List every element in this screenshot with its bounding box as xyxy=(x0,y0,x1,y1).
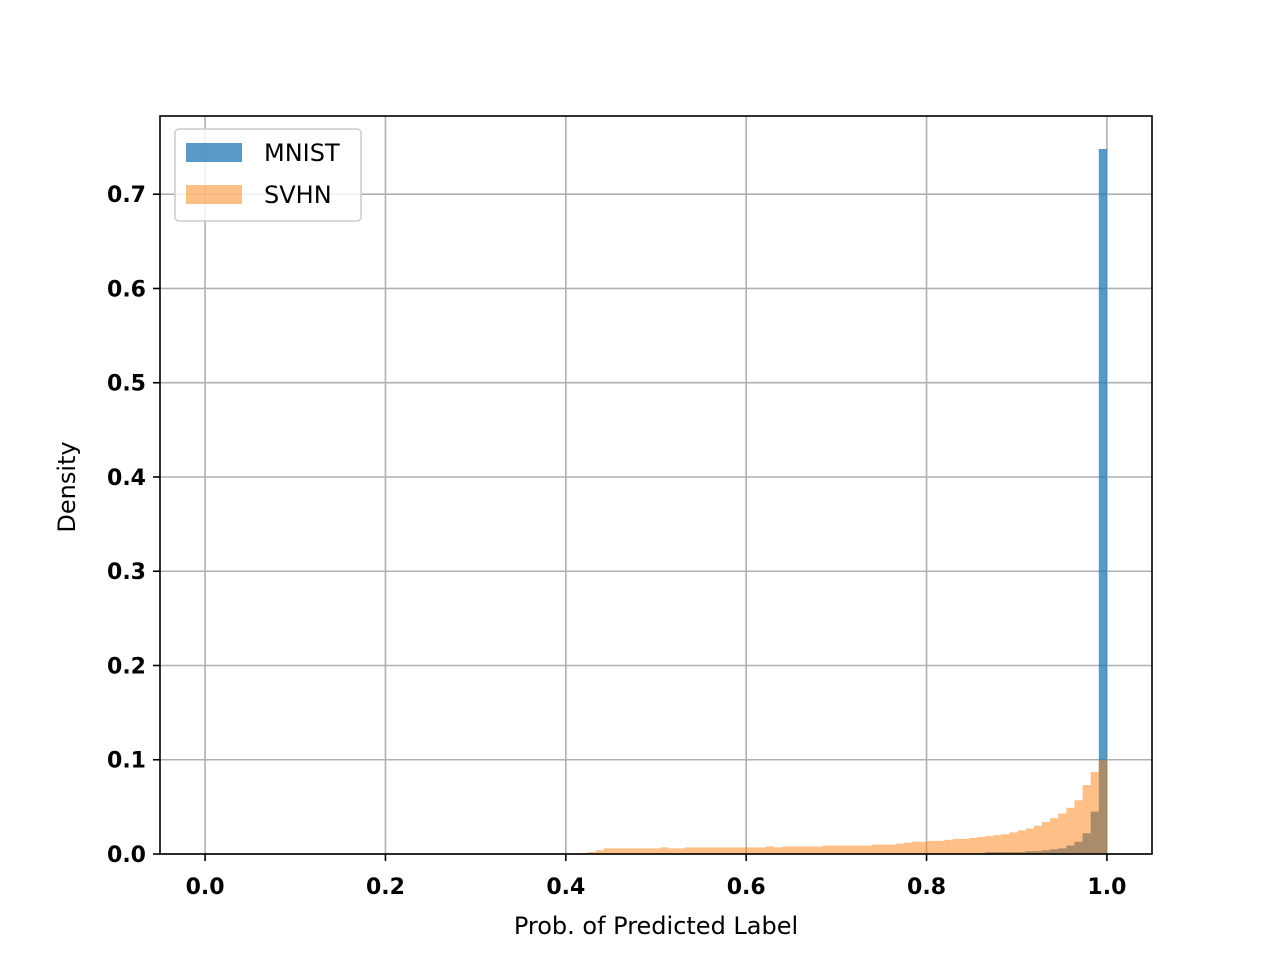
svhn-bar xyxy=(904,842,913,854)
legend-label-mnist: MNIST xyxy=(264,139,340,167)
svhn-bar xyxy=(692,847,702,854)
svhn-bar xyxy=(928,840,937,854)
svhn-bar xyxy=(1058,813,1067,854)
svhn-bar xyxy=(920,841,929,854)
svhn-bar xyxy=(668,848,677,854)
svhn-bar xyxy=(1001,834,1010,854)
svhn-bar xyxy=(733,847,742,854)
y-tick-label: 0.3 xyxy=(107,560,146,585)
x-tick-label: 1.0 xyxy=(1087,875,1126,900)
svhn-bar xyxy=(628,848,637,854)
svhn-bar xyxy=(1050,818,1059,854)
svhn-bar xyxy=(912,841,921,854)
svhn-bar xyxy=(798,846,807,854)
svhn-bar xyxy=(814,846,823,854)
legend-swatch-mnist xyxy=(186,143,242,162)
y-axis-label: Density xyxy=(53,441,81,532)
svhn-bar xyxy=(652,848,661,854)
svhn-bar xyxy=(1090,772,1099,854)
svhn-bar xyxy=(855,845,864,854)
svhn-bar xyxy=(1041,821,1051,854)
x-axis-label: Prob. of Predicted Label xyxy=(514,912,798,940)
svhn-bar xyxy=(977,837,986,854)
svhn-bar xyxy=(1082,785,1091,854)
svhn-bar xyxy=(587,852,596,854)
svhn-bar xyxy=(766,846,775,854)
svhn-bar xyxy=(871,844,880,854)
svhn-bar xyxy=(944,839,953,854)
svhn-bar xyxy=(757,847,767,854)
svhn-bar xyxy=(822,845,831,854)
svhn-bar xyxy=(619,848,629,854)
svhn-bar xyxy=(595,850,604,854)
svhn-bar xyxy=(717,847,726,854)
x-tick-label: 0.0 xyxy=(186,875,225,900)
svhn-bar xyxy=(1098,759,1107,854)
svhn-bar xyxy=(709,847,718,854)
svhn-bar xyxy=(1017,830,1026,854)
svhn-bar xyxy=(782,846,791,854)
svhn-bar xyxy=(879,844,888,854)
y-tick-label: 0.2 xyxy=(107,654,146,679)
histogram-bars xyxy=(571,148,1107,854)
x-tick-label: 0.2 xyxy=(366,875,405,900)
svhn-bar xyxy=(1074,800,1083,854)
svhn-bar xyxy=(790,846,799,854)
y-tick-label: 0.5 xyxy=(107,372,146,397)
y-tick-label: 0.7 xyxy=(107,183,146,208)
grid-lines xyxy=(160,116,1152,855)
svhn-bar xyxy=(774,847,783,854)
legend-label-svhn: SVHN xyxy=(264,181,332,209)
y-axis-ticks: 0.0 0.1 0.2 0.3 0.4 0.5 0.6 0.7 xyxy=(107,183,160,868)
svhn-bar xyxy=(863,845,872,854)
svhn-bar xyxy=(1009,832,1018,854)
svhn-bar xyxy=(611,848,620,854)
svhn-bar xyxy=(993,835,1002,854)
x-tick-label: 0.4 xyxy=(546,875,585,900)
svhn-bar xyxy=(684,847,693,854)
svhn-bar xyxy=(676,848,685,854)
svhn-bar xyxy=(701,847,710,854)
svhn-bar xyxy=(952,838,961,854)
svhn-bar xyxy=(1025,828,1034,854)
y-tick-label: 0.4 xyxy=(107,466,146,491)
mnist-bar xyxy=(1098,148,1107,854)
svhn-bar xyxy=(749,847,758,854)
svhn-bar xyxy=(968,837,978,854)
svhn-bar xyxy=(1066,807,1075,854)
legend-swatch-svhn xyxy=(186,185,242,204)
x-tick-label: 0.6 xyxy=(727,875,766,900)
x-tick-label: 0.8 xyxy=(907,875,946,900)
svhn-bar xyxy=(603,848,612,854)
svhn-bar xyxy=(741,847,750,854)
svhn-bar xyxy=(936,840,945,854)
legend: MNIST SVHN xyxy=(174,128,362,222)
y-tick-label: 0.0 xyxy=(107,843,146,868)
svhn-bar xyxy=(887,844,896,854)
svhn-bar xyxy=(847,845,856,854)
svhn-bar xyxy=(839,845,848,854)
svhn-bar xyxy=(660,847,669,854)
svhn-bar xyxy=(725,847,734,854)
x-axis-ticks: 0.0 0.2 0.4 0.6 0.8 1.0 xyxy=(186,854,1126,900)
svhn-bar xyxy=(806,846,815,854)
svhn-bar xyxy=(960,838,969,854)
svhn-bar xyxy=(985,836,994,854)
svhn-bar xyxy=(830,845,840,854)
svhn-bar xyxy=(636,848,645,854)
y-tick-label: 0.1 xyxy=(107,749,146,774)
y-tick-label: 0.6 xyxy=(107,277,146,302)
svhn-bar xyxy=(895,843,904,854)
plot-frame xyxy=(159,115,1153,855)
svhn-bar xyxy=(644,848,653,854)
svhn-bar xyxy=(1033,825,1042,854)
